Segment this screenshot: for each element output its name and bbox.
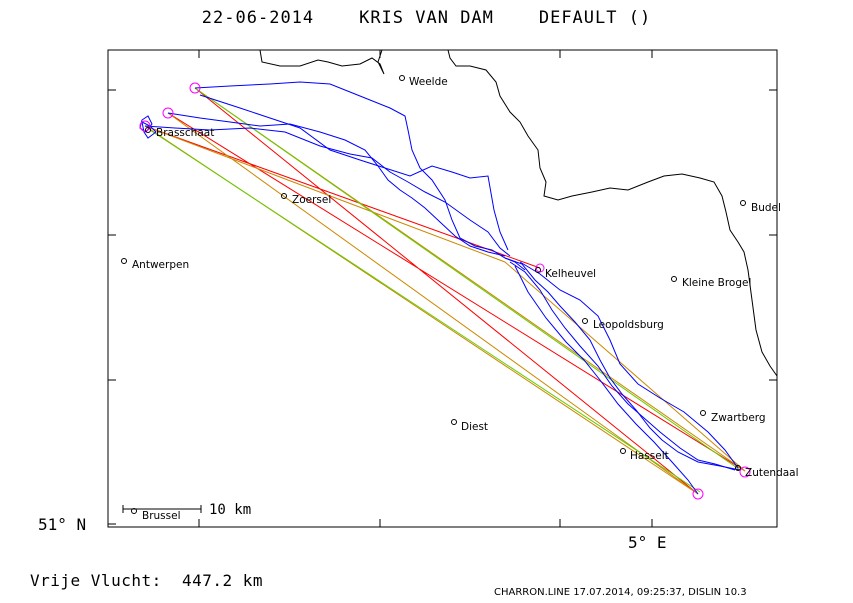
axis-ticks [108,50,777,527]
svg-text:Weelde: Weelde [409,76,448,88]
scale-bar-label: 10 km [209,502,251,518]
credit-line: CHARRON.LINE 17.07.2014, 09:25:37, DISLI… [494,587,747,598]
svg-text:Kleine Brogel: Kleine Brogel [682,277,751,289]
city-diest: Diest [451,419,488,433]
city-weelde: Weelde [399,75,448,88]
longitude-label: 5° E [628,533,667,552]
svg-text:Kelheuvel: Kelheuvel [545,268,596,280]
svg-text:Hasselt: Hasselt [630,450,669,462]
free-flight-distance: Vrije Vlucht: 447.2 km [30,571,264,590]
svg-text:Brussel: Brussel [142,510,181,522]
city-budel: Budel [740,200,781,214]
map-title: 22-06-2014 KRIS VAN DAM DEFAULT () [201,8,652,28]
city-brussel: Brussel [131,508,181,522]
svg-text:Zutendaal: Zutendaal [745,467,799,479]
city-hasselt: Hasselt [620,448,669,462]
scale-bar [122,505,202,513]
svg-text:Zoersel: Zoersel [292,194,331,206]
svg-text:Brasschaat: Brasschaat [156,127,214,139]
city-kleine-brogel: Kleine Brogel [671,276,751,289]
city-markers: Weelde Brasschaat Zoersel Antwerpen Kelh… [121,75,799,522]
city-zoersel: Zoersel [281,193,331,206]
city-kelheuvel: Kelheuvel [535,267,596,280]
country-border [259,49,778,377]
city-zwartberg: Zwartberg [700,410,766,424]
map-frame [107,49,778,528]
city-antwerpen: Antwerpen [121,258,189,271]
city-leopoldsburg: Leopoldsburg [582,318,664,331]
svg-text:Budel: Budel [751,202,781,214]
svg-text:Antwerpen: Antwerpen [132,259,189,271]
task-legs [144,87,746,495]
city-brasschaat: Brasschaat [145,127,214,139]
city-zutendaal: Zutendaal [735,465,799,479]
svg-text:Zwartberg: Zwartberg [711,412,766,424]
turnpoints [139,82,751,500]
flight-track [139,81,741,495]
latitude-label: 51° N [38,515,87,534]
svg-text:Leopoldsburg: Leopoldsburg [593,319,664,331]
svg-text:Diest: Diest [461,421,488,433]
